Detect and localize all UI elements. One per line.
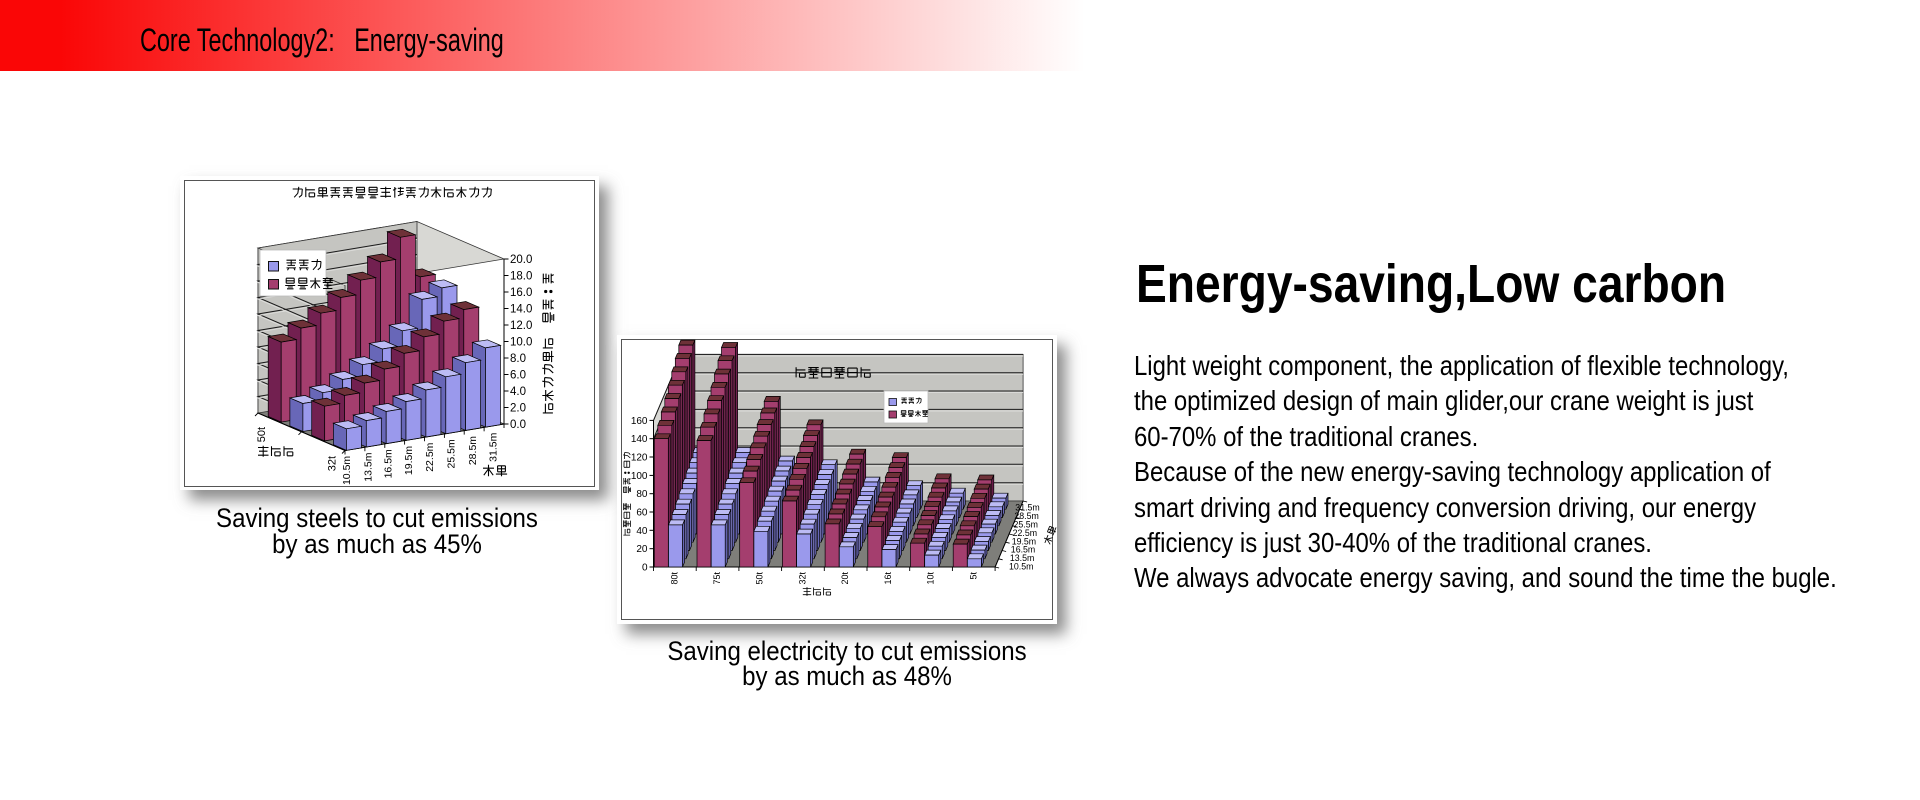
svg-text:50t: 50t [256,427,268,442]
svg-text:0.0: 0.0 [510,419,526,431]
svg-text:100: 100 [631,471,648,482]
svg-text:28.5m: 28.5m [1014,511,1038,521]
svg-text:10.5m: 10.5m [341,456,353,485]
svg-text:60: 60 [636,508,648,519]
svg-text:12.0: 12.0 [510,320,532,332]
svg-text:120: 120 [631,453,648,464]
svg-text:80t: 80t [669,572,679,585]
svg-text:75t: 75t [712,572,722,585]
svg-text:25.5m: 25.5m [1014,520,1038,530]
svg-text:19.5m: 19.5m [403,446,415,475]
svg-text:50t: 50t [755,572,765,585]
svg-text:6.0: 6.0 [510,370,526,382]
svg-text:40: 40 [636,526,648,537]
svg-text:20t: 20t [840,572,850,585]
svg-text:16.0: 16.0 [510,287,532,299]
svg-text:80: 80 [636,489,648,500]
svg-text:19.5m: 19.5m [1012,536,1036,546]
svg-text:13.5m: 13.5m [362,452,374,481]
svg-text:140: 140 [631,434,648,445]
svg-text:4.0: 4.0 [510,386,526,398]
svg-text:22.5m: 22.5m [424,442,436,471]
svg-text:25.5m: 25.5m [446,439,458,468]
svg-text:8.0: 8.0 [510,353,526,365]
svg-text:16t: 16t [883,572,893,585]
svg-text:31.5m: 31.5m [488,432,500,461]
svg-text:0: 0 [642,563,648,574]
svg-text:31.5m: 31.5m [1015,503,1039,513]
svg-text:10.0: 10.0 [510,337,532,349]
svg-text:10t: 10t [926,572,936,585]
svg-text:5t: 5t [968,572,978,580]
svg-text:20.0: 20.0 [510,254,532,266]
svg-text:32t: 32t [327,456,339,471]
svg-text:16.5m: 16.5m [1011,545,1035,555]
svg-text:22.5m: 22.5m [1013,528,1037,538]
svg-text:16.5m: 16.5m [382,449,394,478]
svg-text:28.5m: 28.5m [467,436,479,465]
svg-text:14.0: 14.0 [510,304,532,316]
svg-text:32t: 32t [798,572,808,585]
svg-text:20: 20 [636,544,648,555]
svg-text:10.5m: 10.5m [1009,562,1033,572]
svg-text:160: 160 [631,416,648,427]
svg-text:2.0: 2.0 [510,403,526,415]
svg-text:18.0: 18.0 [510,271,532,283]
svg-text:13.5m: 13.5m [1010,553,1034,563]
